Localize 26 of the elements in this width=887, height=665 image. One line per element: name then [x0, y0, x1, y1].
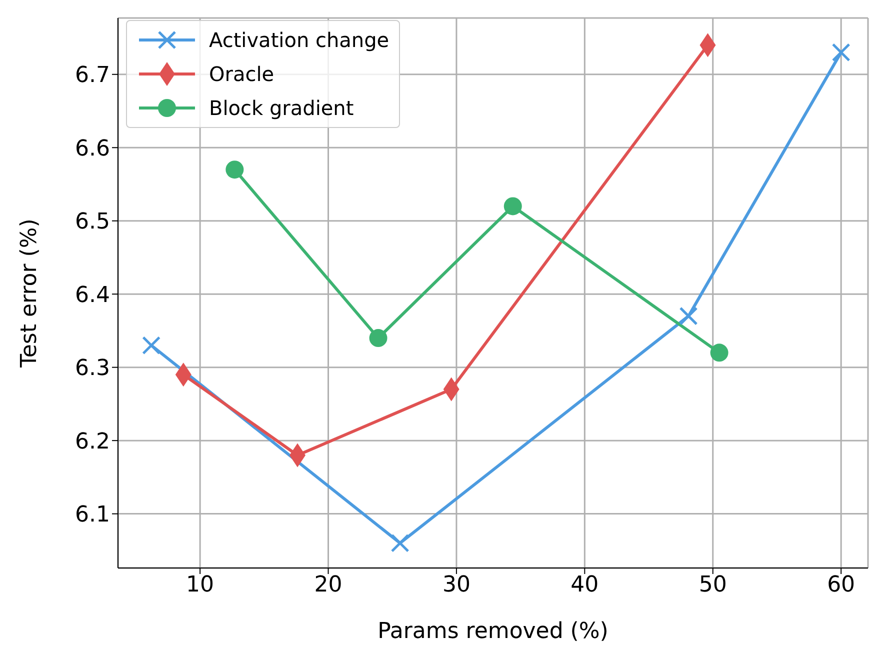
x-tick-label: 50: [698, 572, 727, 598]
y-tick-label: 6.2: [75, 429, 110, 454]
x-tick-label: 60: [827, 572, 856, 598]
x-tick-label: 30: [442, 572, 470, 598]
point: [142, 336, 161, 355]
y-tick-label: 6.3: [75, 356, 110, 382]
y-tick-label: 6.7: [75, 63, 110, 88]
point: [226, 160, 244, 179]
x-tick-label: 20: [314, 572, 342, 598]
point: [710, 344, 728, 362]
legend-label: Oracle: [209, 62, 274, 86]
point: [390, 534, 410, 552]
y-tick-label: 6.5: [75, 210, 110, 235]
point: [679, 306, 698, 326]
y-axis-title: Test error (%): [16, 218, 42, 368]
y-tick-label: 6.1: [75, 502, 110, 528]
legend-label: Activation change: [209, 28, 390, 52]
y-tick-label: 6.4: [75, 282, 110, 308]
y-tick-label: 6.6: [75, 136, 110, 162]
legend-label: Block gradient: [209, 96, 354, 120]
x-tick-label: 10: [186, 572, 214, 598]
point: [369, 329, 388, 348]
point: [832, 43, 850, 62]
point: [504, 197, 522, 216]
x-axis-title: Params removed (%): [378, 619, 608, 644]
x-tick-label: 40: [570, 572, 599, 598]
